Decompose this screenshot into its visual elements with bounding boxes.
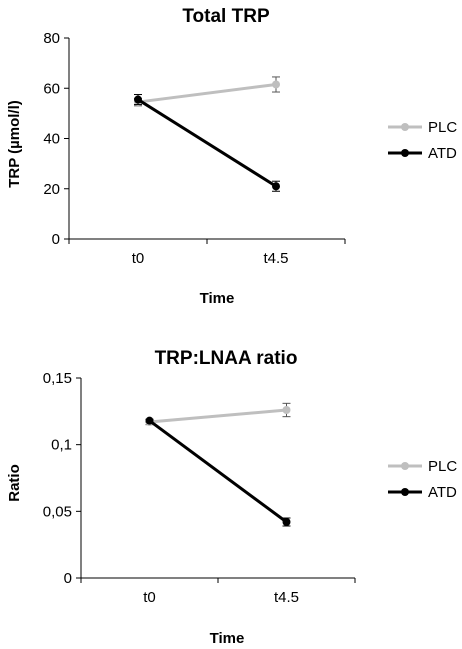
y-tick-label: 0 (52, 231, 60, 248)
axes: 0 20 40 60 80 t0 t4.5 (43, 30, 346, 267)
chart-total-trp: Total TRP TRP (µmol/l) Time 0 20 40 60 80 t0 t… (6, 6, 457, 307)
legend-swatch-marker (401, 149, 409, 157)
y-tick-label: 0 (64, 570, 72, 587)
series-line-plc (149, 408, 287, 424)
x-tick-label: t4.5 (274, 589, 299, 606)
y-tick-label: 60 (43, 80, 60, 97)
data-point-atd (272, 182, 280, 191)
y-tick-label: 0,15 (43, 370, 72, 387)
chart-trp-lnaa-ratio: TRP:LNAA ratio Ratio Time 0 0,05 0,1 0,15 t0… (6, 348, 457, 647)
data-point-atd (145, 416, 154, 425)
series-line-atd (137, 98, 277, 188)
legend-swatch-marker (401, 462, 409, 470)
data-point-plc (282, 406, 291, 414)
y-tick-label: 20 (43, 181, 60, 198)
y-tick-label: 0,05 (43, 503, 72, 520)
legend-swatch-marker (401, 488, 409, 496)
x-tick-label: t0 (132, 250, 145, 267)
legend: PLC ATD (388, 119, 457, 162)
x-tick-label: t0 (143, 589, 156, 606)
plot-area (145, 402, 291, 527)
legend: PLC ATD (388, 458, 457, 501)
data-point-atd (134, 95, 142, 104)
legend-label: ATD (428, 145, 457, 162)
y-tick-label: 80 (43, 30, 60, 47)
y-axis-title: TRP (µmol/l) (6, 100, 23, 188)
y-tick-label: 40 (43, 131, 60, 148)
series-line-plc (137, 82, 277, 104)
chart-title: Total TRP (182, 6, 270, 27)
x-axis-title: Time (200, 290, 235, 307)
data-point-atd (282, 518, 291, 526)
data-point-plc (272, 80, 280, 89)
legend-label: PLC (428, 119, 457, 136)
y-axis-title: Ratio (6, 464, 23, 502)
legend-label: ATD (428, 484, 457, 501)
chart-title: TRP:LNAA ratio (155, 348, 298, 369)
axes: 0 0,05 0,1 0,15 t0 t4.5 (43, 370, 356, 606)
plot-area (134, 76, 280, 192)
x-tick-label: t4.5 (263, 250, 288, 267)
y-tick-label: 0,1 (51, 437, 72, 454)
legend-swatch-marker (401, 123, 409, 131)
legend-label: PLC (428, 458, 457, 475)
series-line-atd (148, 419, 288, 524)
x-axis-title: Time (210, 630, 245, 647)
